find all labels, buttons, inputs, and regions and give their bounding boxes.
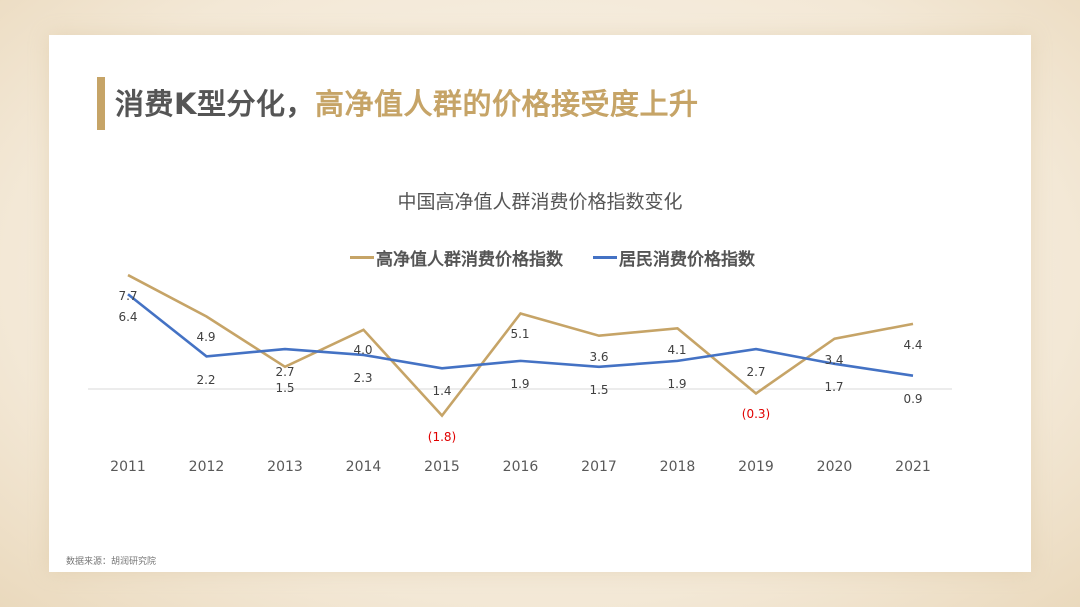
data-label-resident: 1.9 xyxy=(667,377,686,391)
x-axis-tick-label: 2020 xyxy=(817,459,853,475)
x-axis-tick-label: 2018 xyxy=(660,459,696,475)
legend-swatch-blue xyxy=(593,256,617,259)
legend-label: 高净值人群消费价格指数 xyxy=(376,250,563,270)
data-label-high-net-worth: 1.5 xyxy=(275,381,294,395)
x-axis-tick-label: 2019 xyxy=(738,459,774,475)
data-label-high-net-worth: 4.0 xyxy=(353,343,372,357)
data-label-high-net-worth: (1.8) xyxy=(428,430,456,444)
data-label-high-net-worth: 3.4 xyxy=(824,353,843,367)
data-label-resident: 1.7 xyxy=(824,380,843,394)
data-label-resident: 1.5 xyxy=(589,383,608,397)
series-line-high-net-worth xyxy=(127,273,914,418)
data-label-high-net-worth: 3.6 xyxy=(589,350,608,364)
data-label-resident: 0.9 xyxy=(903,392,922,406)
data-label-high-net-worth: 4.9 xyxy=(196,330,215,344)
slide-title: 消费K型分化，高净值人群的价格接受度上升 xyxy=(115,84,699,124)
x-axis-tick-label: 2016 xyxy=(503,459,539,475)
data-label-high-net-worth: (0.3) xyxy=(742,407,770,421)
data-label-high-net-worth: 5.1 xyxy=(510,327,529,341)
data-label-high-net-worth: 4.1 xyxy=(667,343,686,357)
slide-card xyxy=(49,35,1031,572)
legend-swatch-gold xyxy=(350,256,374,259)
x-axis-tick-label: 2011 xyxy=(110,459,146,475)
x-axis-tick-label: 2021 xyxy=(895,459,931,475)
chart-title: 中国高净值人群消费价格指数变化 xyxy=(397,191,683,213)
data-label-resident: 1.9 xyxy=(510,377,529,391)
legend-label: 居民消费价格指数 xyxy=(619,250,755,270)
slide-title-part1: 消费K型分化， xyxy=(115,87,315,121)
slide-title-part2: 高净值人群的价格接受度上升 xyxy=(314,87,699,121)
chart-legend: 高净值人群消费价格指数 居民消费价格指数 xyxy=(350,245,755,270)
series-line-resident xyxy=(127,293,914,377)
title-accent-bar xyxy=(97,77,105,130)
x-axis-tick-label: 2012 xyxy=(189,459,225,475)
data-label-resident: 2.3 xyxy=(353,371,372,385)
legend-item-high-net-worth: 高净值人群消费价格指数 xyxy=(350,245,563,270)
data-label-resident: 1.4 xyxy=(432,384,451,398)
x-axis-tick-label: 2017 xyxy=(581,459,617,475)
data-label-resident: 2.2 xyxy=(196,373,215,387)
x-axis-tick-label: 2014 xyxy=(346,459,382,475)
data-label-high-net-worth: 4.4 xyxy=(903,338,922,352)
data-label-resident: 2.7 xyxy=(746,365,765,379)
data-label-resident: 6.4 xyxy=(118,310,137,324)
data-source-note: 数据来源：胡润研究院 xyxy=(66,557,157,567)
legend-item-resident: 居民消费价格指数 xyxy=(593,245,755,270)
x-axis-tick-label: 2013 xyxy=(267,459,303,475)
data-label-high-net-worth: 7.7 xyxy=(118,289,137,303)
data-label-resident: 2.7 xyxy=(275,365,294,379)
x-axis-tick-label: 2015 xyxy=(424,459,460,475)
